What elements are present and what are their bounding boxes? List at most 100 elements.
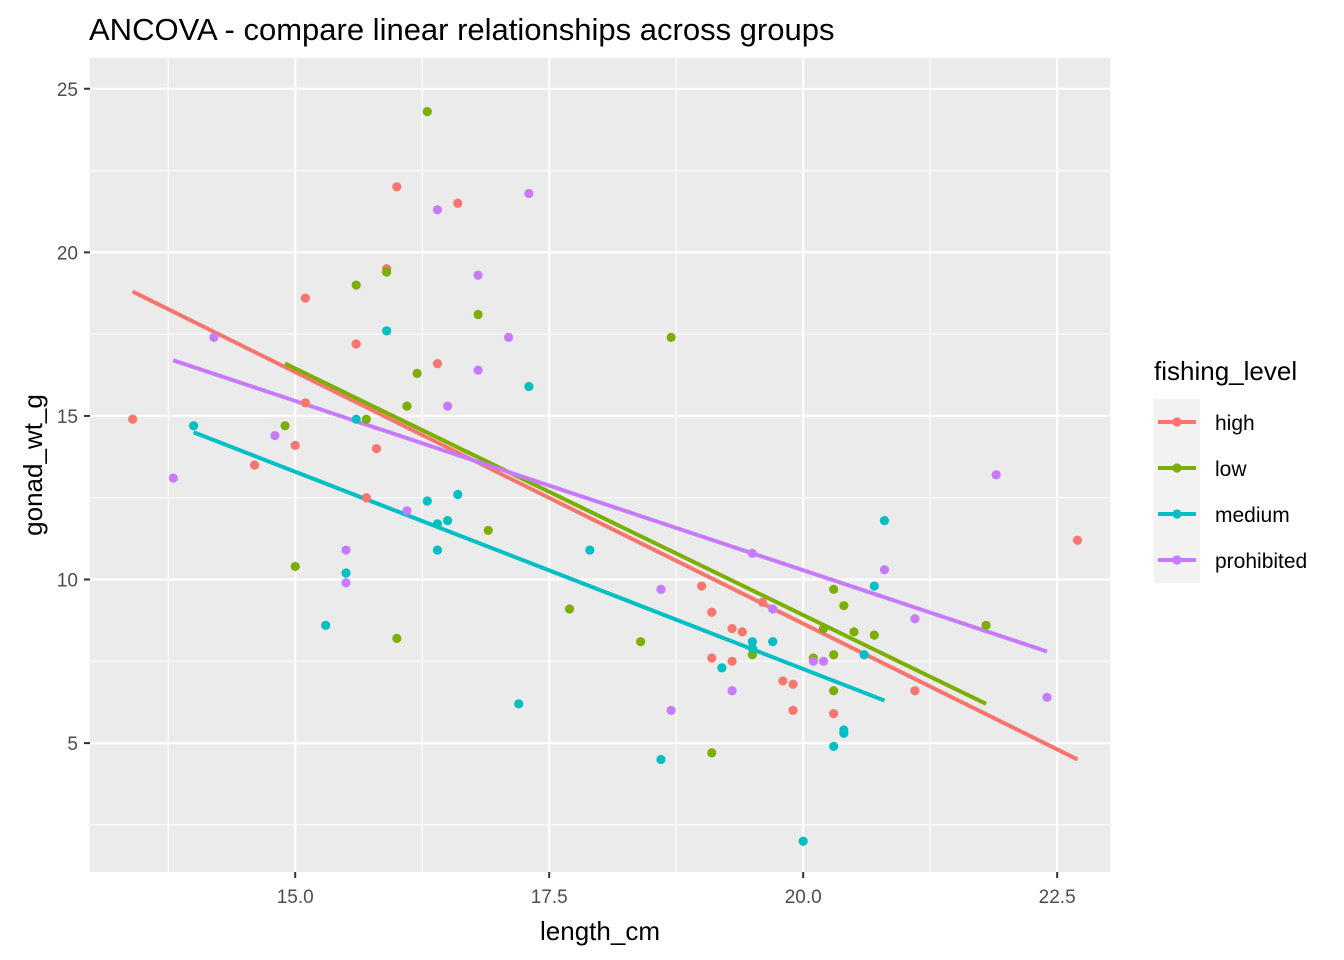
x-tick-label: 17.5	[531, 887, 568, 908]
point-low	[473, 309, 483, 320]
legend-key-point-high	[1172, 417, 1182, 427]
plot-panel	[90, 58, 1110, 872]
legend-label-medium: medium	[1215, 504, 1290, 527]
point-high	[351, 339, 361, 349]
point-low	[981, 620, 991, 630]
point-high	[707, 653, 717, 663]
point-prohibited	[473, 270, 483, 280]
x-tick-label: 15.0	[277, 887, 314, 908]
point-low	[829, 686, 839, 696]
point-medium	[514, 699, 524, 709]
point-prohibited	[727, 686, 737, 696]
point-medium	[432, 545, 443, 555]
point-prohibited	[879, 565, 890, 575]
point-low	[392, 633, 402, 644]
point-low	[382, 267, 392, 277]
legend-key-point-medium	[1172, 509, 1182, 519]
point-low	[839, 601, 849, 611]
point-high	[300, 293, 310, 303]
legend-key-point-low	[1172, 463, 1182, 473]
point-high	[371, 444, 382, 454]
point-prohibited	[473, 365, 483, 375]
point-high	[128, 414, 138, 424]
point-high	[290, 440, 300, 450]
point-low	[829, 650, 839, 660]
point-high	[696, 581, 707, 591]
point-medium	[351, 414, 361, 424]
point-prohibited	[402, 506, 412, 516]
x-tick-label: 22.5	[1039, 887, 1076, 908]
point-high	[453, 198, 463, 208]
regression-lines	[131, 289, 1079, 762]
point-medium	[717, 663, 727, 673]
point-low	[636, 637, 646, 647]
point-prohibited	[432, 205, 443, 215]
point-medium	[798, 836, 808, 846]
x-axis: 15.0 17.5 20.0 22.5	[277, 872, 1076, 908]
point-prohibited	[666, 705, 676, 715]
point-low	[829, 584, 839, 594]
point-low	[290, 561, 300, 572]
point-low	[869, 630, 879, 640]
chart-title: ANCOVA - compare linear relationships ac…	[89, 12, 834, 47]
y-tick-label: 10	[57, 571, 78, 592]
point-medium	[189, 421, 199, 431]
legend-key-point-prohibited	[1172, 555, 1182, 565]
y-tick-label: 5	[67, 734, 78, 755]
point-prohibited	[270, 430, 280, 441]
point-prohibited	[341, 578, 351, 588]
point-medium	[859, 650, 869, 660]
x-axis-title: length_cm	[540, 916, 660, 946]
point-low	[707, 748, 717, 758]
legend-items: high low medium prohibited	[1154, 399, 1307, 583]
legend-title: fishing_level	[1154, 356, 1297, 386]
fit-line-low	[284, 361, 987, 706]
fit-line-high	[131, 289, 1079, 762]
point-high	[727, 623, 737, 634]
point-high	[829, 709, 839, 719]
point-medium	[747, 643, 757, 653]
point-medium	[829, 741, 839, 751]
point-low	[818, 623, 829, 634]
point-prohibited	[168, 473, 178, 483]
point-medium	[585, 545, 595, 555]
point-high	[1072, 535, 1083, 545]
point-medium	[747, 637, 757, 647]
point-medium	[382, 326, 392, 336]
minor-gridlines	[90, 58, 1110, 872]
point-prohibited	[768, 604, 778, 614]
point-high	[910, 686, 920, 696]
point-low	[361, 414, 371, 424]
point-medium	[422, 496, 432, 506]
point-prohibited	[503, 332, 514, 343]
point-medium	[432, 519, 443, 529]
point-prohibited	[443, 401, 453, 411]
point-high	[778, 676, 788, 686]
point-low	[402, 401, 412, 411]
legend-label-low: low	[1215, 458, 1247, 481]
legend-label-high: high	[1215, 412, 1255, 435]
point-low	[666, 332, 676, 343]
point-low	[280, 421, 290, 431]
point-high	[707, 607, 717, 617]
y-axis-title: gonad_wt_g	[18, 394, 48, 536]
point-medium	[524, 381, 534, 392]
point-low	[422, 107, 432, 117]
point-low	[351, 280, 361, 290]
point-prohibited	[991, 470, 1001, 480]
point-medium	[839, 728, 849, 738]
point-high	[788, 705, 798, 715]
point-low	[747, 650, 757, 660]
y-tick-label: 25	[57, 80, 78, 101]
point-low	[849, 627, 859, 637]
point-medium	[341, 568, 351, 578]
point-high	[249, 460, 260, 470]
fit-line-prohibited	[172, 358, 1048, 654]
point-medium	[321, 620, 331, 630]
point-high	[361, 493, 371, 503]
x-tick-label: 20.0	[785, 887, 822, 908]
point-prohibited	[910, 614, 920, 624]
point-medium	[768, 637, 778, 647]
point-prohibited	[1042, 692, 1052, 702]
